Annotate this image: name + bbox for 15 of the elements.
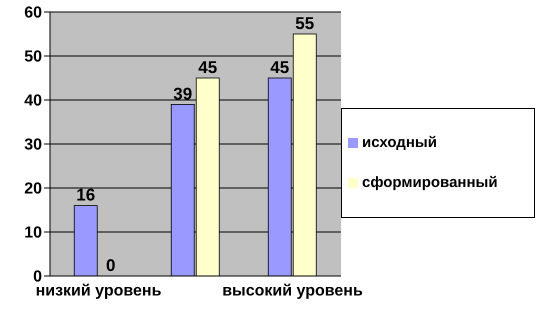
- y-tick-label: 50: [24, 48, 42, 66]
- data-label: 16: [76, 186, 96, 205]
- data-label: 0: [106, 256, 116, 275]
- data-label: 39: [173, 84, 192, 104]
- x-tick-label: высокий уровень: [222, 282, 363, 300]
- y-tick-label: 60: [24, 4, 42, 22]
- y-tick-label: 40: [24, 92, 42, 110]
- legend-label: сформированный: [362, 174, 498, 191]
- y-tick-label: 10: [24, 224, 42, 242]
- y-tick-label: 30: [24, 136, 42, 154]
- data-label: 45: [270, 58, 290, 77]
- y-tick-label: 20: [24, 180, 42, 198]
- data-label: 55: [295, 14, 314, 33]
- legend-label: исходный: [362, 134, 437, 151]
- data-label: 45: [198, 58, 218, 77]
